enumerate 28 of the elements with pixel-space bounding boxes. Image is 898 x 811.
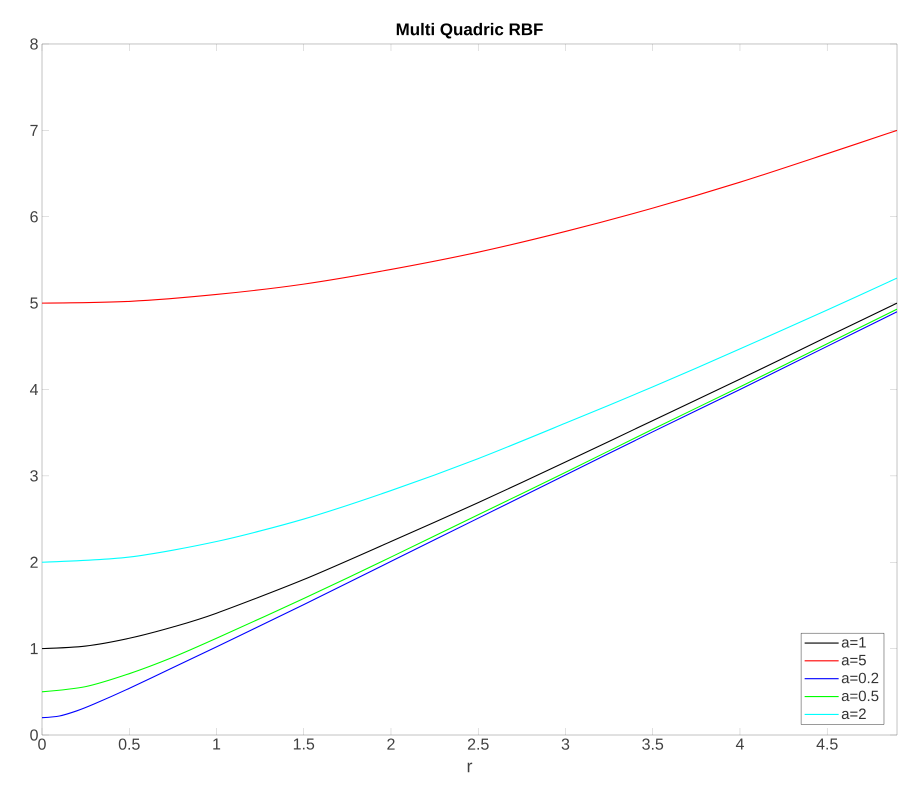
x-tick-label: 4 (736, 738, 744, 750)
y-tick-label: 1 (30, 643, 38, 654)
x-tick-label: 2.5 (468, 738, 489, 750)
legend-label: a=0.2 (842, 672, 878, 684)
x-tick-label: 1 (213, 738, 220, 750)
x-tick-label: 4.5 (816, 738, 838, 750)
legend-label: a=1 (842, 637, 866, 648)
x-axis-title: r (468, 762, 472, 772)
x-tick-label: 0.5 (118, 738, 140, 750)
y-tick-label: 5 (30, 298, 38, 309)
y-tick-label: 0 (30, 729, 38, 741)
x-tick-label: 3 (562, 738, 570, 750)
legend-label: a=2 (842, 708, 866, 720)
legend-label: a=0.5 (842, 690, 878, 702)
x-tick-label: 1.5 (294, 738, 314, 750)
y-tick-label: 6 (30, 211, 38, 222)
y-tick-label: 4 (30, 384, 38, 395)
chart-title: Multi Quadric RBF (396, 22, 543, 38)
y-tick-label: 3 (30, 470, 38, 482)
y-tick-label: 2 (30, 556, 38, 568)
line-series (42, 278, 898, 563)
y-tick-label: 7 (30, 124, 38, 136)
x-tick-label: 3.5 (642, 738, 664, 750)
x-tick-label: 0 (38, 738, 46, 750)
line-series (42, 130, 898, 304)
legend-label: a=5 (842, 654, 866, 666)
y-tick-label: 8 (30, 38, 38, 50)
x-tick-label: 2 (387, 738, 395, 750)
